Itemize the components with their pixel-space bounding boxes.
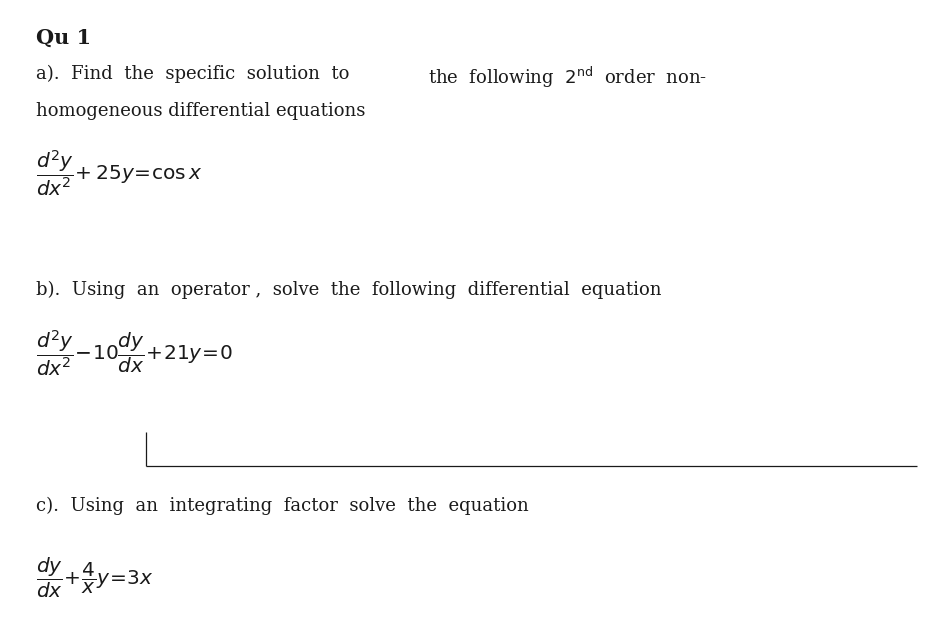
Text: homogeneous differential equations: homogeneous differential equations <box>36 102 365 120</box>
Text: b).  Using  an  operator ,  solve  the  following  differential  equation: b). Using an operator , solve the follow… <box>36 281 661 299</box>
Text: c).  Using  an  integrating  factor  solve  the  equation: c). Using an integrating factor solve th… <box>36 497 528 515</box>
Text: a).  Find  the  specific  solution  to: a). Find the specific solution to <box>36 65 349 83</box>
Text: $\dfrac{dy}{dx}$$\!+\!\dfrac{4}{x}y\!=\!3x$: $\dfrac{dy}{dx}$$\!+\!\dfrac{4}{x}y\!=\!… <box>36 555 153 600</box>
Text: Qu 1: Qu 1 <box>36 28 91 48</box>
Text: $\dfrac{d^{2}y}{dx^{2}}$$\!+ 25y\!=\!\cos x$: $\dfrac{d^{2}y}{dx^{2}}$$\!+ 25y\!=\!\co… <box>36 148 202 198</box>
Text: $\dfrac{d^{2}y}{dx^{2}}$$\!-\!10\dfrac{dy}{dx}$$\!+\!21y\!=\!0$: $\dfrac{d^{2}y}{dx^{2}}$$\!-\!10\dfrac{d… <box>36 328 232 378</box>
Text: the  following  $2^{\mathrm{nd}}$  order  non-: the following $2^{\mathrm{nd}}$ order no… <box>428 65 707 90</box>
